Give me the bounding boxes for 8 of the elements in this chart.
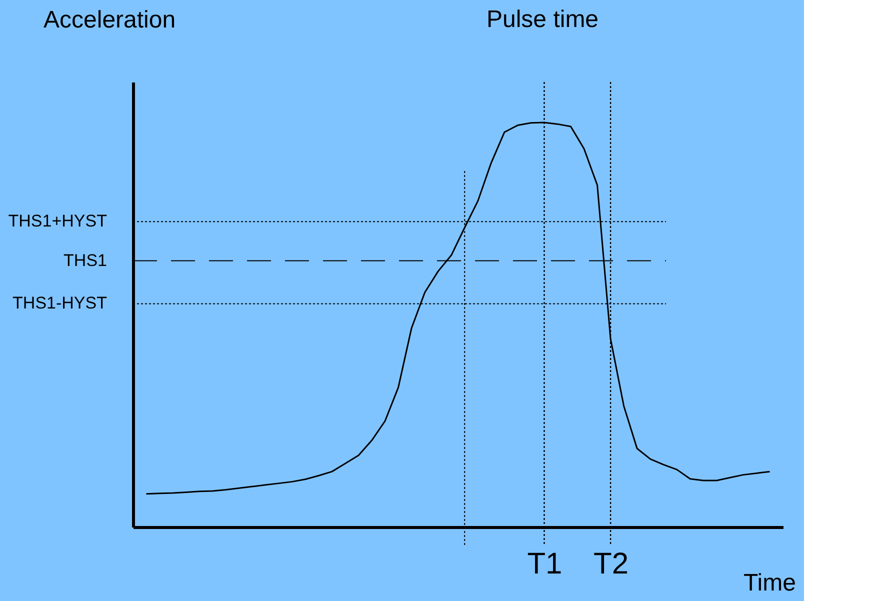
x-axis-title: Time [744,570,796,596]
text: Pulse time [486,6,599,33]
x-tick-label: T1 [527,548,562,580]
ref-line-label: THS1-HYST [12,294,107,313]
y-axis-title: Acceleration [44,6,176,34]
ref-line-label: THS1+HYST [8,212,107,231]
x-tick-label: T2 [594,548,629,580]
ref-line-label: THS1 [64,250,107,270]
